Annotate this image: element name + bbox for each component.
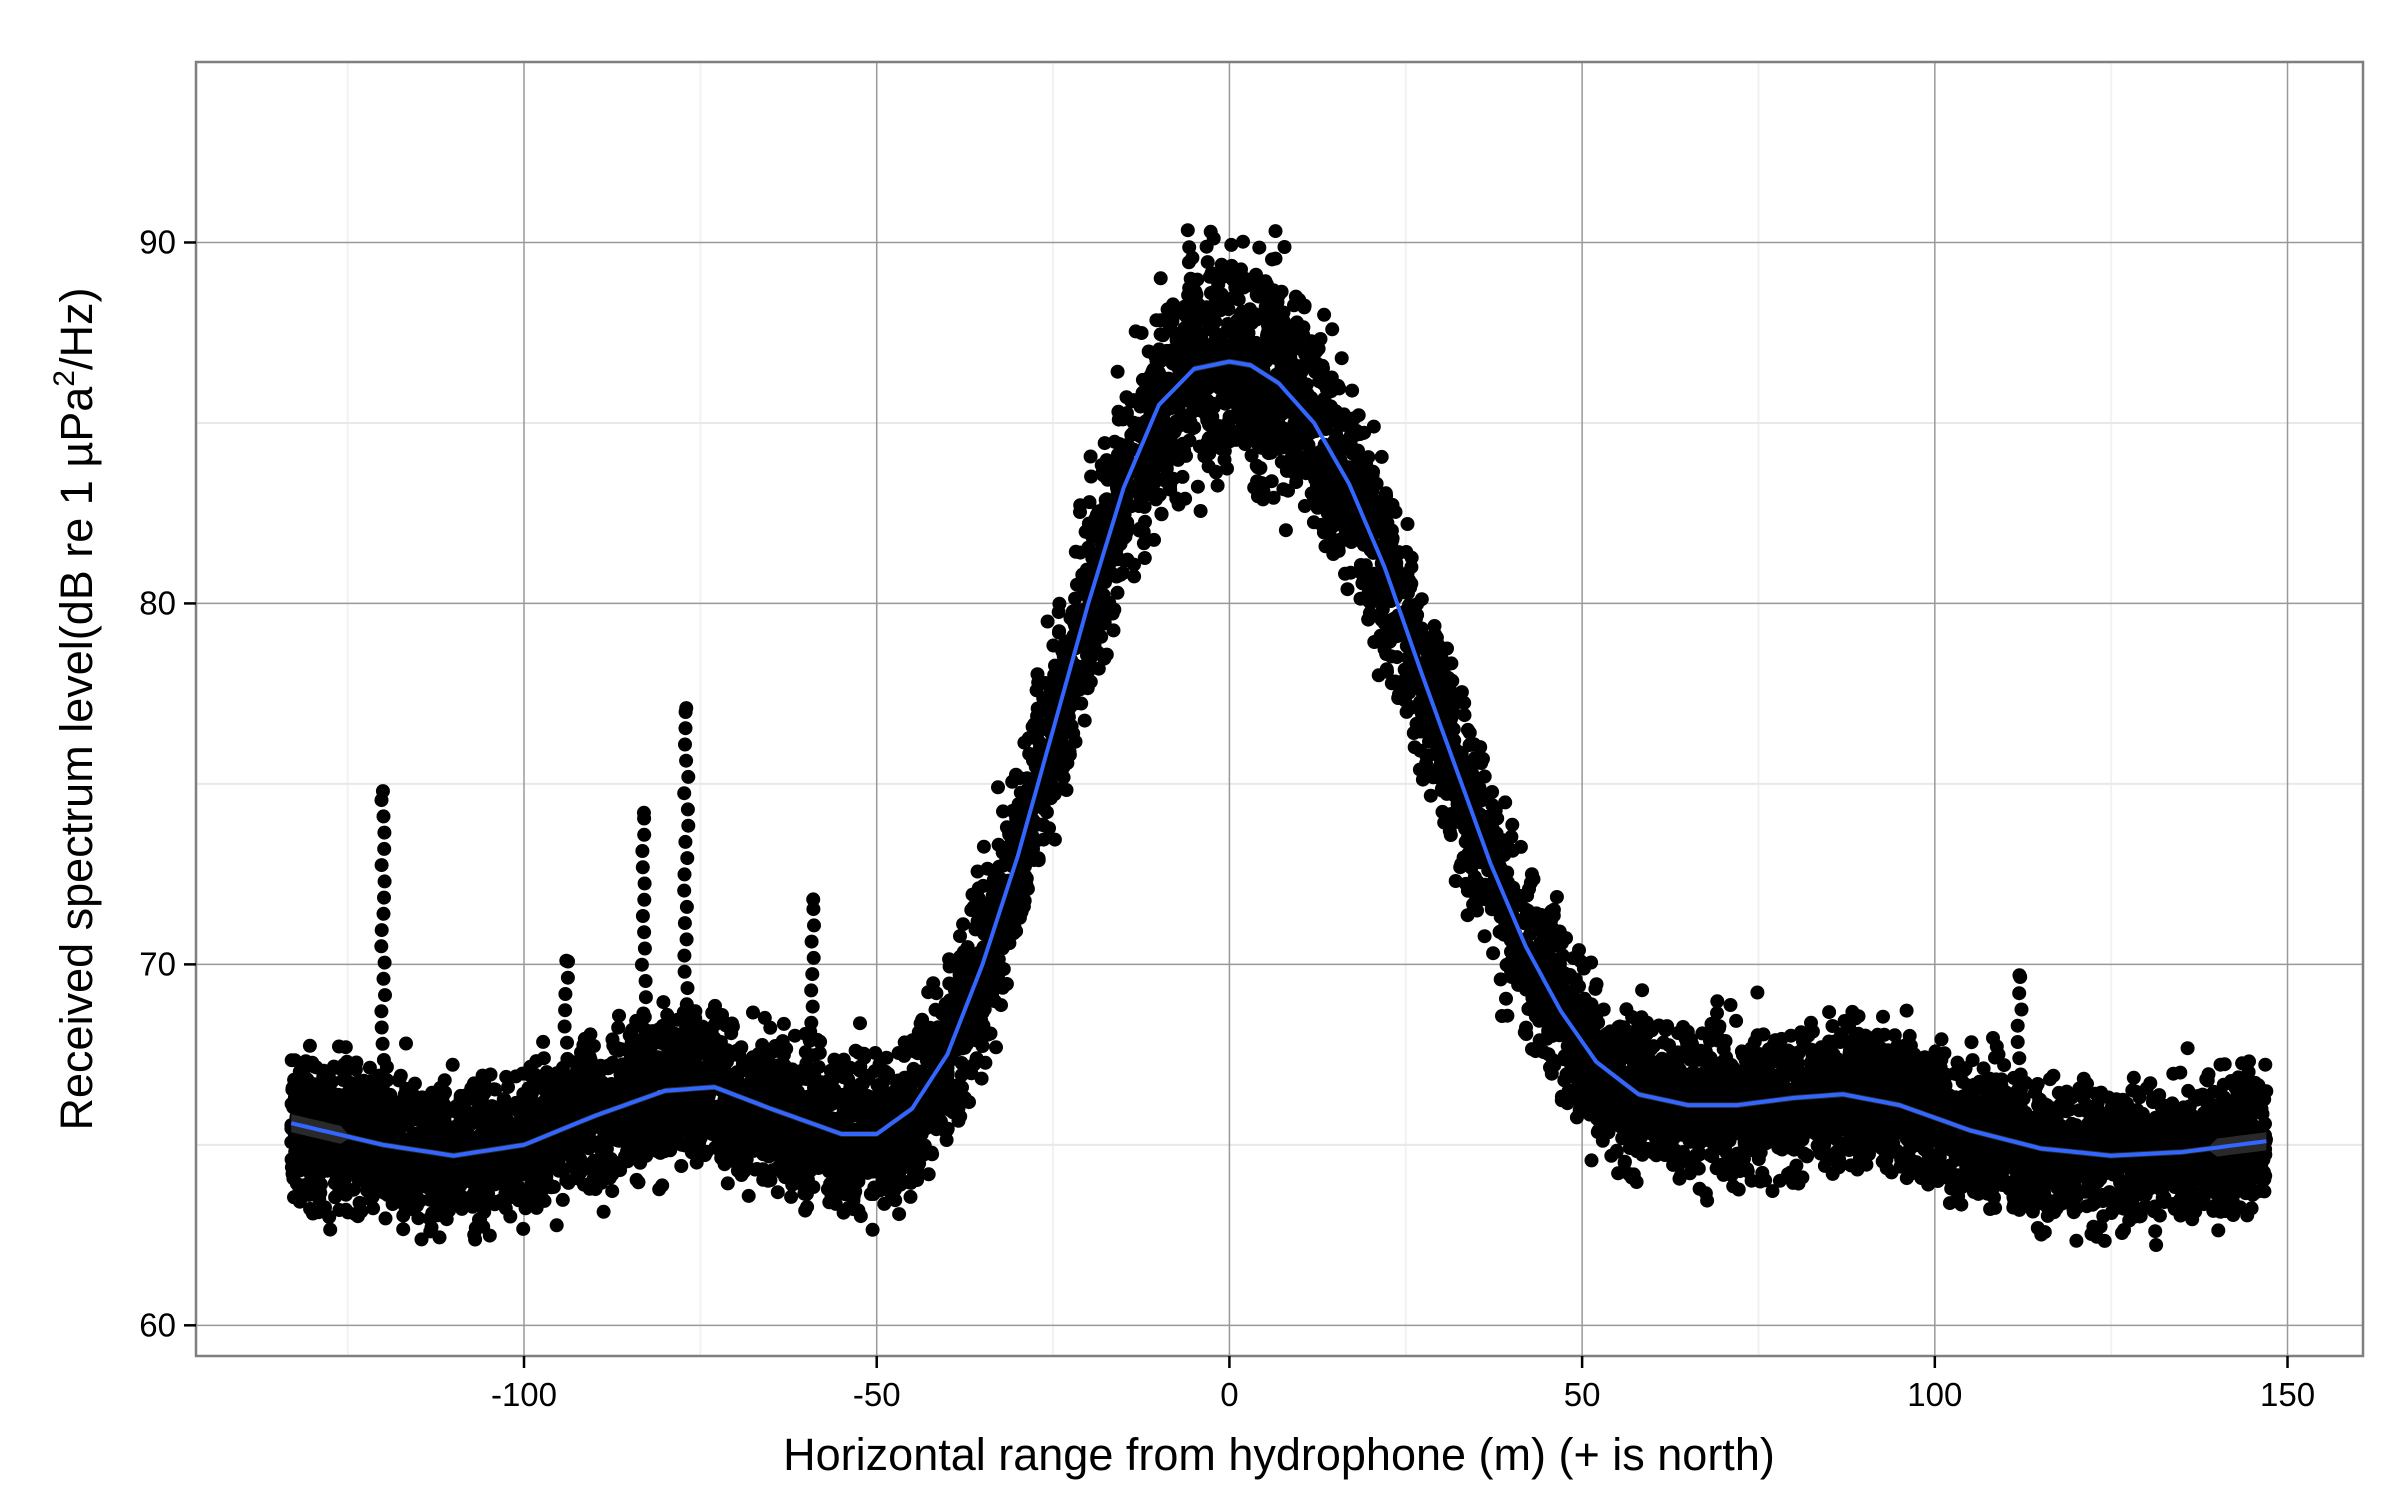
data-point — [1550, 890, 1564, 904]
data-point — [1191, 480, 1205, 494]
data-point — [1129, 324, 1143, 338]
data-point — [1710, 994, 1724, 1008]
data-point — [1278, 240, 1292, 254]
data-point — [1900, 1004, 1914, 1018]
data-point — [1236, 235, 1250, 249]
data-point — [433, 1230, 447, 1244]
data-point — [1361, 612, 1375, 626]
data-point — [798, 1204, 812, 1218]
data-point — [784, 1190, 798, 1204]
data-point — [2149, 1238, 2163, 1252]
data-point — [516, 1222, 530, 1236]
data-point — [1269, 224, 1283, 238]
data-point — [1200, 240, 1214, 254]
data-point — [612, 1009, 626, 1023]
data-point — [550, 1218, 564, 1232]
data-point — [1154, 507, 1168, 521]
data-point — [1176, 470, 1190, 484]
data-point — [597, 1205, 611, 1219]
data-point — [777, 1017, 791, 1031]
data-point — [1525, 867, 1539, 881]
data-point — [1750, 986, 1764, 1000]
data-point — [1965, 1035, 1979, 1049]
data-point — [977, 840, 991, 854]
data-point — [1253, 461, 1267, 475]
data-point — [1211, 479, 1225, 493]
data-point — [991, 780, 1005, 794]
data-point — [1486, 946, 1500, 960]
data-point — [1590, 977, 1604, 991]
data-point — [1545, 1067, 1559, 1081]
data-point — [2143, 1076, 2157, 1090]
data-point — [1375, 450, 1389, 464]
data-point — [758, 1011, 772, 1025]
data-point — [742, 1189, 756, 1203]
data-point — [1880, 1161, 1894, 1175]
data-point — [970, 1051, 984, 1065]
data-point — [1078, 714, 1092, 728]
data-point — [1073, 498, 1087, 512]
data-point — [904, 1190, 918, 1204]
data-point — [2258, 1058, 2272, 1072]
data-point — [956, 917, 970, 931]
data-point — [1724, 998, 1738, 1012]
data-point — [656, 995, 670, 1009]
data-point — [1822, 1005, 1836, 1019]
data-point — [721, 1176, 735, 1190]
data-point — [366, 1201, 380, 1215]
scatter-points — [284, 223, 2273, 1252]
data-point — [866, 1223, 880, 1237]
data-point — [303, 1039, 317, 1053]
data-point — [509, 1069, 523, 1083]
data-point — [1252, 241, 1266, 255]
data-point — [399, 1037, 413, 1051]
data-point — [1307, 515, 1321, 529]
data-point — [1345, 384, 1359, 398]
data-point — [2218, 1057, 2232, 1071]
data-point — [853, 1016, 867, 1030]
data-point — [415, 1232, 429, 1246]
data-point — [1341, 582, 1355, 596]
data-point — [1635, 983, 1649, 997]
data-point — [2069, 1234, 2083, 1248]
data-point — [487, 1195, 501, 1209]
data-point — [1084, 450, 1098, 464]
data-point — [1298, 499, 1312, 513]
data-point — [975, 1072, 989, 1086]
data-point — [1771, 1141, 1785, 1155]
data-point — [1505, 818, 1519, 832]
data-point — [2115, 1226, 2129, 1240]
data-point — [1325, 322, 1339, 336]
data-point — [1619, 1002, 1633, 1016]
data-point — [1204, 225, 1218, 239]
data-point — [332, 1040, 346, 1054]
data-point — [1849, 1011, 1863, 1025]
data-point — [396, 1222, 410, 1236]
